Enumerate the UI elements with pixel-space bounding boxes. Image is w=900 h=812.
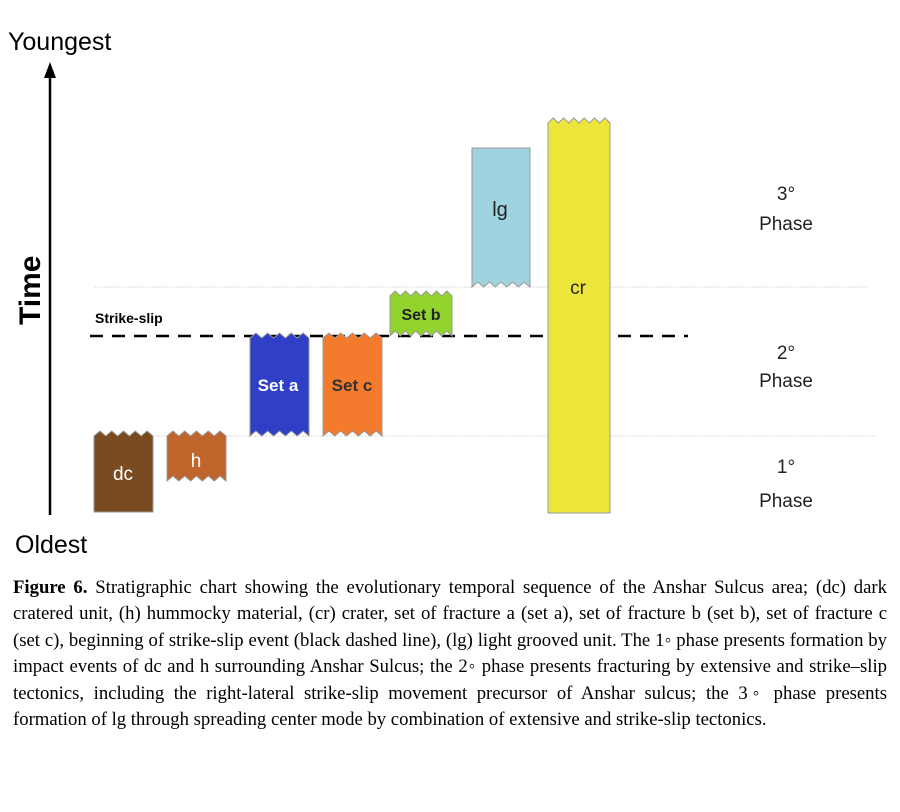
unit-dc-box (93, 430, 154, 513)
figure-caption: Figure 6. Stratigraphic chart showing th… (13, 575, 887, 733)
stratigraphic-diagram: Youngest Oldest Time Strike-slip cr dc h… (8, 28, 876, 559)
caption-lead: Figure 6. (13, 577, 88, 598)
time-axis-arrowhead (44, 62, 56, 78)
unit-dc-label: dc (113, 464, 133, 485)
phase-3-number: 3° (777, 184, 795, 205)
phase-3-word: Phase (759, 214, 813, 235)
axis-bottom-label: Oldest (15, 531, 87, 559)
axis-title: Time (14, 256, 47, 325)
axis-top-label: Youngest (8, 28, 111, 56)
unit-cr-box (547, 117, 611, 514)
unit-lg-box (471, 147, 531, 289)
phase-1-word: Phase (759, 491, 813, 512)
unit-h-label: h (191, 451, 202, 472)
unit-set-c-box (322, 332, 383, 438)
unit-set-b-label: Set b (401, 307, 440, 324)
caption-text: Stratigraphic chart showing the evolutio… (13, 577, 887, 731)
phase-1-number: 1° (777, 457, 795, 478)
unit-h-box (166, 430, 227, 483)
phase-2-word: Phase (759, 371, 813, 392)
unit-cr-label: cr (570, 278, 587, 299)
unit-set-a-box (249, 332, 310, 438)
phase-2-number: 2° (777, 343, 795, 364)
unit-set-a-label: Set a (258, 376, 299, 395)
strike-slip-label: Strike-slip (95, 310, 163, 326)
unit-lg-label: lg (492, 199, 508, 221)
unit-set-b-box (389, 290, 453, 338)
unit-set-c-label: Set c (332, 376, 373, 395)
